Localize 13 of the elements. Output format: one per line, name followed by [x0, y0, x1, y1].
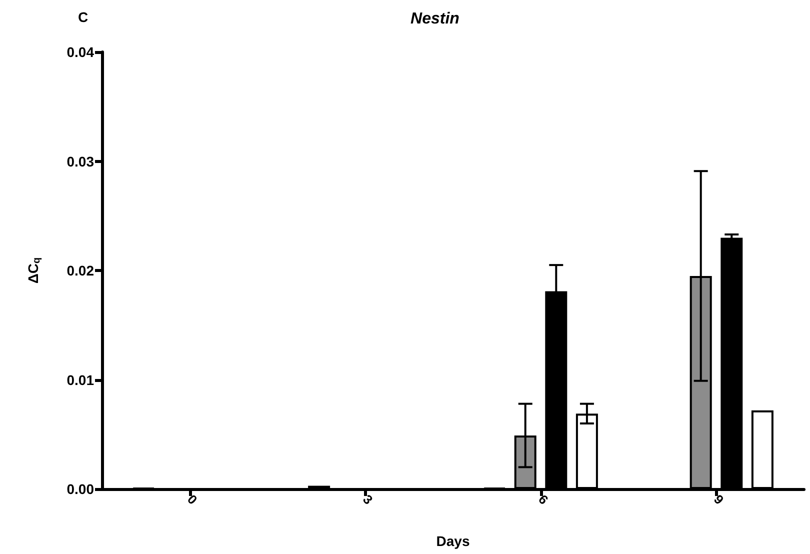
y-tick-label: 0.01: [66, 372, 94, 388]
x-tick-label: 0: [184, 492, 200, 508]
x-axis-title: Days: [436, 533, 470, 549]
text: C: [78, 9, 88, 25]
x-tick-label: 6: [535, 492, 552, 508]
y-axis-title: ΔCq: [25, 257, 42, 284]
y-tick-label: 0.00: [66, 481, 94, 497]
y-tick-label: 0.02: [66, 262, 94, 278]
x-tick-label: 3: [360, 492, 376, 508]
x-tick-label: 9: [710, 492, 727, 508]
chart-title: Nestin: [410, 10, 460, 28]
y-tick-label: 0.03: [66, 153, 94, 170]
y-tick-label: 0.04: [66, 44, 94, 60]
